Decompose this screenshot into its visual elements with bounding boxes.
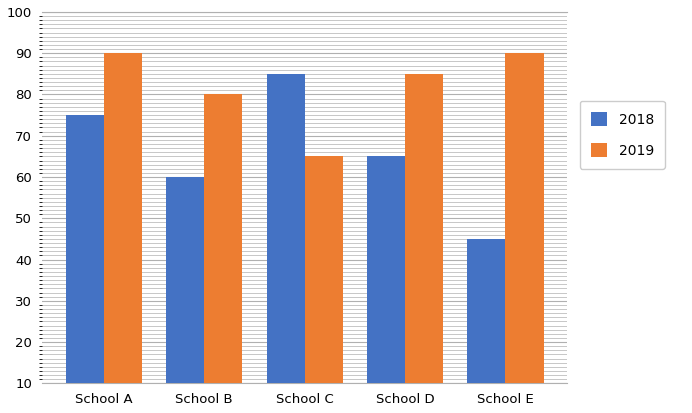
Bar: [405, 74, 443, 413]
Bar: [266, 74, 304, 413]
Bar: [204, 95, 242, 413]
Bar: [467, 239, 505, 413]
Bar: [505, 53, 543, 413]
Bar: [166, 177, 204, 413]
Bar: [367, 157, 405, 413]
Bar: [104, 53, 142, 413]
Legend: 2018, 2019: 2018, 2019: [580, 101, 665, 169]
Bar: [66, 115, 104, 413]
Bar: [304, 157, 343, 413]
